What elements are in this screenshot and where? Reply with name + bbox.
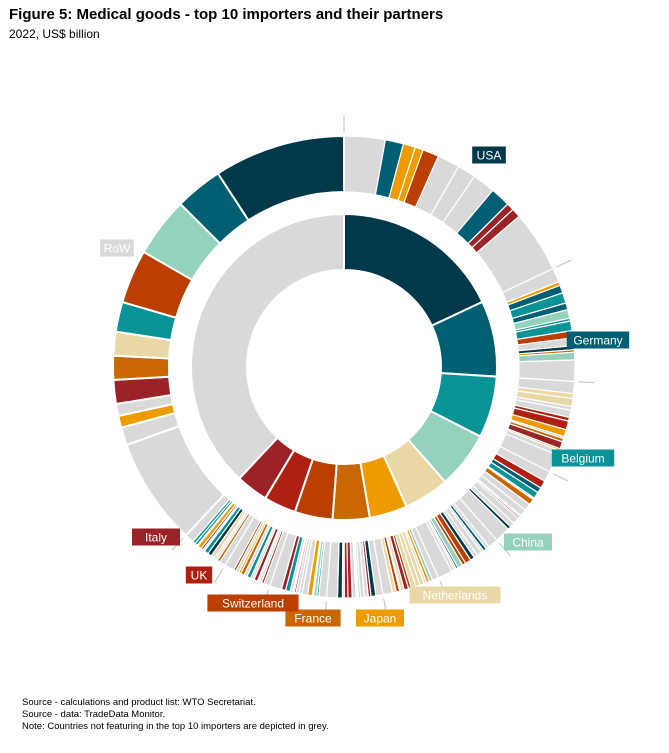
label-text-italy: Italy — [145, 531, 167, 545]
source-note-1: Source - calculations and product list: … — [22, 697, 256, 708]
label-box-uk — [185, 566, 213, 584]
chart-title: Figure 5: Medical goods - top 10 importe… — [9, 6, 444, 23]
chart-notes: Source - calculations and product list: … — [22, 697, 329, 733]
label-belgium: Belgium — [551, 449, 615, 467]
label-text-germany: Germany — [573, 334, 622, 348]
label-netherlands: Netherlands — [409, 586, 501, 604]
boundary-tick-1 — [556, 259, 572, 268]
boundary-tick-3 — [553, 473, 568, 482]
label-box-germany — [566, 331, 630, 349]
label-box-japan — [356, 609, 404, 627]
label-box-italy — [132, 528, 180, 546]
label-germany: Germany — [566, 331, 630, 349]
label-usa: USA — [472, 146, 506, 164]
label-china: China — [504, 533, 552, 551]
chart-subtitle: 2022, US$ billion — [9, 27, 100, 41]
label-italy: Italy — [132, 528, 180, 546]
label-text-switzerland: Switzerland — [222, 597, 284, 611]
outer-slice-row-5 — [112, 354, 171, 381]
inner-slice-row — [190, 212, 345, 480]
label-text-japan: Japan — [364, 612, 397, 626]
label-japan: Japan — [356, 609, 404, 627]
footnote: Note: Countries not featuring in the top… — [22, 721, 329, 732]
label-switzerland: Switzerland — [207, 594, 299, 612]
source-note-2: Source - data: TradeData Monitor. — [22, 709, 166, 720]
label-france: France — [285, 609, 341, 627]
label-text-france: France — [294, 612, 332, 626]
label-row: RoW — [100, 239, 134, 257]
label-text-uk: UK — [191, 569, 208, 583]
label-box-row — [100, 239, 134, 257]
boundary-tick-9 — [214, 568, 224, 583]
label-text-row: RoW — [104, 242, 131, 256]
label-box-netherlands — [409, 586, 501, 604]
label-text-belgium: Belgium — [561, 452, 604, 466]
label-text-china: China — [512, 536, 544, 550]
label-box-switzerland — [207, 594, 299, 612]
label-box-belgium — [551, 449, 615, 467]
label-uk: UK — [185, 566, 213, 584]
label-text-netherlands: Netherlands — [423, 589, 488, 603]
boundary-tick-2 — [578, 381, 595, 384]
outer-slice-row-11 — [216, 134, 345, 222]
label-box-china — [504, 533, 552, 551]
label-text-usa: USA — [477, 149, 502, 163]
label-box-france — [285, 609, 341, 627]
label-box-usa — [472, 146, 506, 164]
